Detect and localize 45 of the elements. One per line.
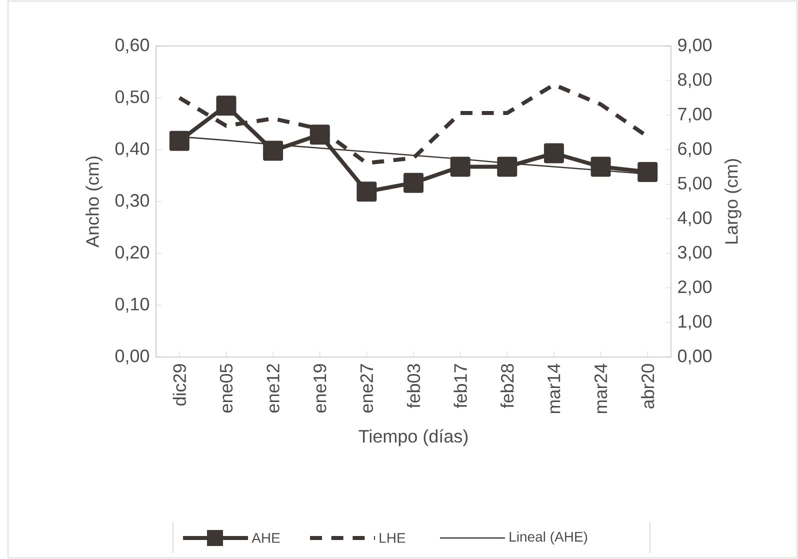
x-tick-label: mar14 xyxy=(548,364,560,414)
x-tick-label: ene05 xyxy=(220,364,233,413)
y2-axis-title: Largo (cm) xyxy=(724,159,742,244)
y-tick-label: 0,00 xyxy=(115,350,150,364)
point xyxy=(356,182,377,202)
y-tick-label: 0,50 xyxy=(115,90,150,106)
y2-tick-label: 5,00 xyxy=(678,176,712,192)
point xyxy=(638,162,658,182)
x-tick-label: mar24 xyxy=(594,364,608,414)
y-tick-label: 0,60 xyxy=(115,38,150,54)
y2-tick-label: 4,00 xyxy=(678,211,712,226)
legend-label: LHE xyxy=(380,533,406,543)
y-tick-label: 0,30 xyxy=(115,194,150,209)
y2-tick-label: 6,00 xyxy=(678,142,712,158)
x-axis-title: Tiempo (días) xyxy=(358,429,468,446)
y2-tick-label: 7,00 xyxy=(678,108,712,123)
y-tick-label: 0,20 xyxy=(115,246,150,261)
y2-tick-label: 0,00 xyxy=(678,350,712,364)
y-tick-label: 0,40 xyxy=(115,142,150,158)
x-tick-label: feb28 xyxy=(500,364,514,408)
y-tick-label: 0,10 xyxy=(115,298,150,313)
y2-tick-label: 2,00 xyxy=(678,280,712,296)
y2-tick-label: 1,00 xyxy=(678,314,712,330)
legend-label: AHE xyxy=(252,533,280,543)
point xyxy=(450,156,470,177)
y2-tick-label: 8,00 xyxy=(678,73,712,88)
point xyxy=(169,130,190,151)
y2-tick-label: 9,00 xyxy=(678,38,712,54)
point xyxy=(216,96,236,116)
x-tick-label: feb17 xyxy=(454,364,467,408)
point xyxy=(590,156,611,177)
point xyxy=(404,172,424,193)
y2-tick-label: 3,00 xyxy=(678,246,712,261)
point xyxy=(310,124,330,145)
x-tick-label: ene27 xyxy=(360,364,374,413)
x-tick-label: ene19 xyxy=(314,364,326,413)
x-tick-label: feb03 xyxy=(406,364,420,408)
x-tick-label: abr20 xyxy=(640,364,654,409)
point xyxy=(497,156,518,177)
point xyxy=(544,143,564,164)
x-tick-label: ene12 xyxy=(266,364,280,413)
y-axis-title: Ancho (cm) xyxy=(86,156,102,248)
x-tick-label: dic29 xyxy=(172,364,186,406)
point xyxy=(263,140,284,161)
legend-label: Lineal (AHE) xyxy=(510,531,588,545)
